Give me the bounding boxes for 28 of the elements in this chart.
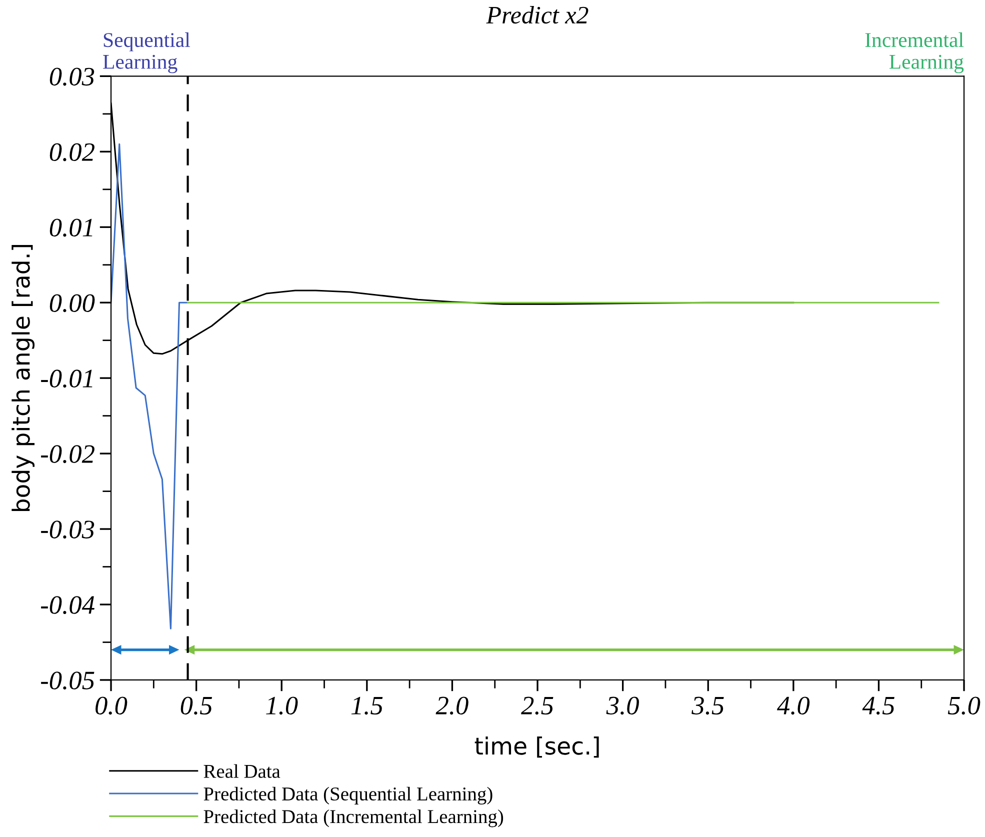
y-tick-label: 0.00 bbox=[50, 294, 95, 312]
legend-label: Predicted Data (Sequential Learning) bbox=[204, 786, 492, 805]
chart-title: Predict x2 bbox=[486, 6, 588, 24]
x-tick-label: 5.0 bbox=[948, 696, 980, 715]
text: Sequential Learning bbox=[103, 32, 190, 74]
y-tick-label: -0.02 bbox=[41, 445, 94, 464]
x-tick-label: 4.5 bbox=[862, 696, 894, 715]
legend-label: Real Data bbox=[204, 764, 280, 778]
y-tick-label: -0.04 bbox=[41, 596, 94, 614]
y-tick-label: 0.02 bbox=[50, 143, 94, 162]
x-axis-title: time [sec.] bbox=[474, 736, 599, 758]
y-tick-label: 0.03 bbox=[50, 68, 94, 86]
y-axis-title: body pitch angle [rad.] bbox=[12, 244, 35, 512]
x-tick-label: 0.5 bbox=[180, 696, 212, 715]
x-tick-label: 3.0 bbox=[606, 696, 639, 715]
x-tick-label: 2.0 bbox=[436, 696, 468, 715]
y-tick-label: -0.03 bbox=[41, 520, 94, 539]
x-tick-label: 4.0 bbox=[776, 696, 810, 715]
y-tick-label: -0.01 bbox=[41, 370, 92, 388]
x-tick-label: 1.0 bbox=[266, 696, 298, 715]
text: Incremental Learning bbox=[865, 32, 964, 74]
y-tick-label: -0.05 bbox=[41, 672, 94, 690]
x-tick-label: 2.5 bbox=[521, 696, 554, 715]
legend-label: Predicted Data (Incremental Learning) bbox=[204, 810, 504, 828]
x-tick-label: 3.5 bbox=[692, 696, 724, 715]
x-tick-label: 1.5 bbox=[351, 696, 383, 715]
y-tick-label: 0.01 bbox=[50, 218, 92, 237]
x-tick-label: 0.0 bbox=[96, 696, 128, 715]
